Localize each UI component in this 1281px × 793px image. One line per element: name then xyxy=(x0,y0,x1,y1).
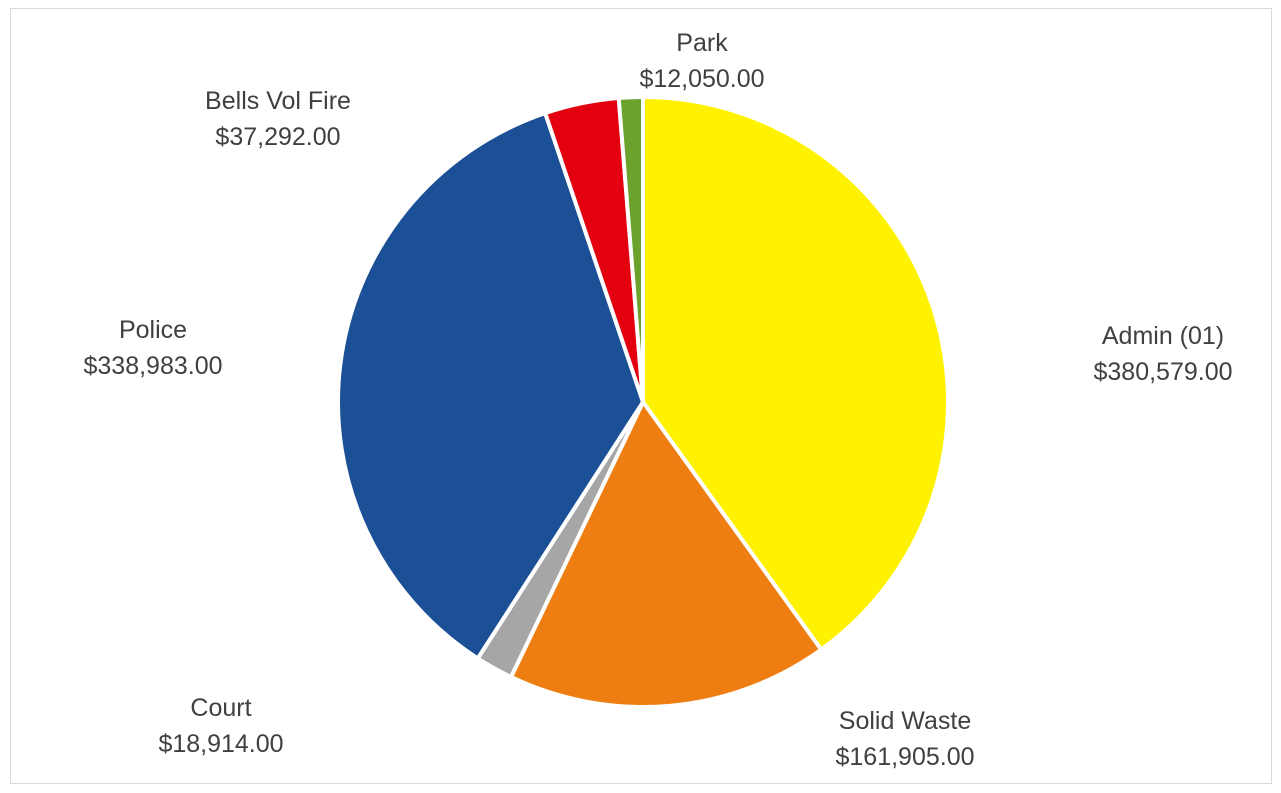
label-police-value: $338,983.00 xyxy=(83,352,223,380)
label-bells-vol-fire-name: Bells Vol Fire xyxy=(205,87,351,115)
pie-slice-police xyxy=(336,111,645,661)
label-solid-waste: Solid Waste $161,905.00 xyxy=(835,703,974,775)
label-admin-name: Admin (01) xyxy=(1101,322,1225,350)
label-admin: Admin (01) $380,579.00 xyxy=(1093,318,1232,390)
label-court-value: $18,914.00 xyxy=(158,730,284,758)
label-park: Park $12,050.00 xyxy=(639,25,764,97)
label-park-value: $12,050.00 xyxy=(639,65,765,93)
label-solid-waste-value: $161,905.00 xyxy=(835,743,975,771)
pie-slice-admin-01 xyxy=(641,95,951,652)
label-solid-waste-name: Solid Waste xyxy=(838,707,972,735)
label-police-name: Police xyxy=(118,316,188,344)
label-court: Court $18,914.00 xyxy=(158,690,283,762)
pie-slice-park xyxy=(616,95,645,404)
label-admin-value: $380,579.00 xyxy=(1093,358,1233,386)
pie-slice-solid-waste xyxy=(509,400,824,709)
label-court-name: Court xyxy=(190,694,252,722)
label-bells-vol-fire-value: $37,292.00 xyxy=(215,123,341,151)
label-park-name: Park xyxy=(676,29,728,57)
label-bells-vol-fire: Bells Vol Fire $37,292.00 xyxy=(205,83,351,155)
label-police: Police $338,983.00 xyxy=(83,312,222,384)
